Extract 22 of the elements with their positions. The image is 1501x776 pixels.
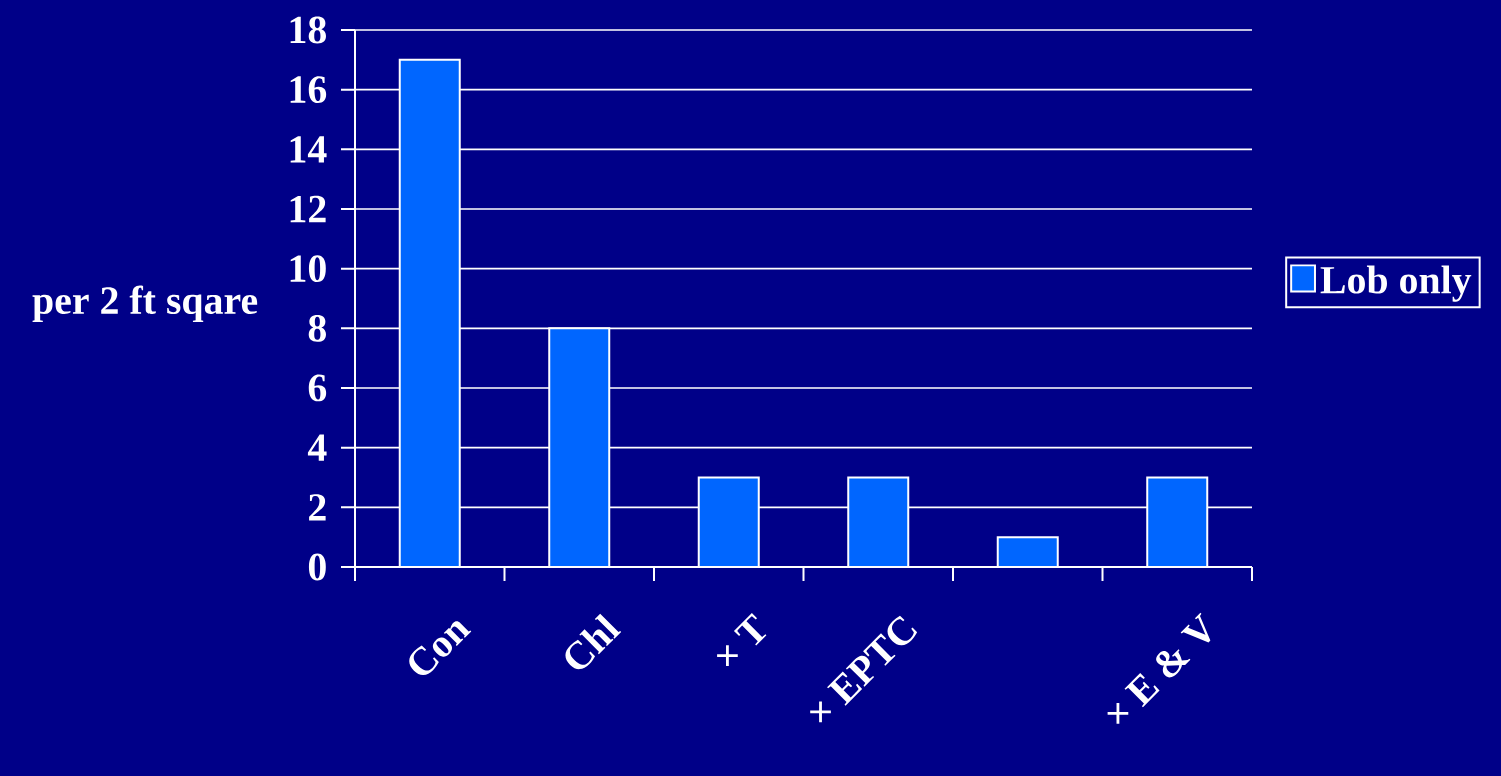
y-axis-title: per 2 ft sqare	[32, 285, 258, 323]
x-tick-label: Chl	[565, 613, 622, 670]
y-tick-label: 12	[290, 195, 326, 223]
bar	[848, 477, 909, 567]
y-tick-label: 16	[290, 76, 327, 104]
bar	[1146, 476, 1209, 567]
y-tick-label: 4	[307, 434, 327, 461]
bar	[549, 328, 610, 567]
y-tick-label: 6	[308, 374, 327, 402]
y-tick-label: 2	[309, 494, 326, 521]
x-tick-label: Con	[409, 621, 472, 675]
y-tick-label: 10	[290, 255, 326, 283]
y-tick-label: 8	[308, 314, 326, 342]
y-tick-label: 0	[308, 553, 326, 581]
bar	[997, 537, 1058, 567]
x-tick-label: × E & V	[1107, 612, 1211, 724]
bar	[399, 59, 460, 567]
x-tick-label: × T	[717, 612, 767, 666]
legend-label: Lob only	[1320, 265, 1472, 302]
y-tick-label: 14	[290, 136, 327, 163]
bar	[698, 477, 759, 567]
y-tick-label: 18	[290, 16, 326, 44]
